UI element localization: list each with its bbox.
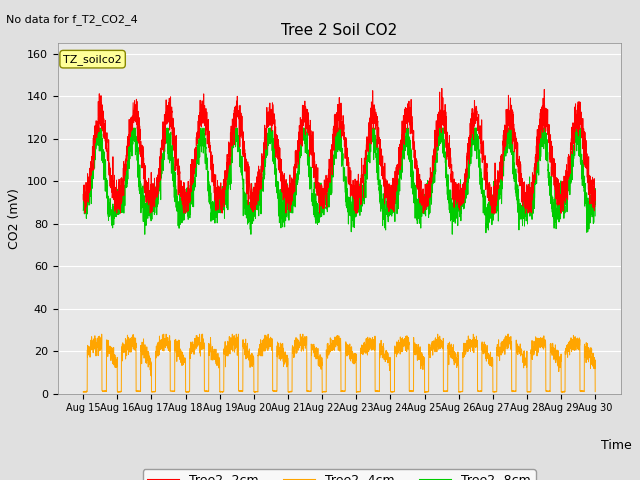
X-axis label: Time: Time [602, 439, 632, 452]
Legend: Tree2 -2cm, Tree2 -4cm, Tree2 -8cm: Tree2 -2cm, Tree2 -4cm, Tree2 -8cm [143, 469, 536, 480]
Text: TZ_soilco2: TZ_soilco2 [63, 54, 122, 65]
Title: Tree 2 Soil CO2: Tree 2 Soil CO2 [281, 23, 397, 38]
Text: No data for f_T2_CO2_4: No data for f_T2_CO2_4 [6, 14, 138, 25]
Y-axis label: CO2 (mV): CO2 (mV) [8, 188, 21, 249]
